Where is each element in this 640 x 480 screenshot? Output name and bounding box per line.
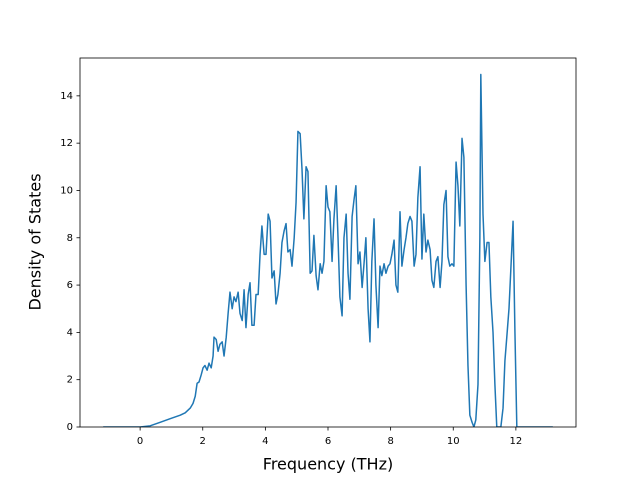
x-tick-label: 10 <box>447 436 460 447</box>
y-tick-label: 14 <box>60 91 73 102</box>
x-tick-label: 6 <box>325 436 331 447</box>
y-tick-label: 0 <box>67 422 73 433</box>
plot-frame <box>79 57 577 428</box>
y-tick-label: 10 <box>60 185 73 196</box>
y-tick-label: 12 <box>60 138 73 149</box>
dos-line <box>103 73 553 427</box>
y-axis-label: Density of States <box>26 173 45 310</box>
x-tick-label: 8 <box>387 436 393 447</box>
y-tick-label: 6 <box>67 280 73 291</box>
y-tick-label: 2 <box>67 375 73 386</box>
x-tick-label: 2 <box>200 436 206 447</box>
x-tick-label: 4 <box>262 436 268 447</box>
x-tick-label: 0 <box>137 436 143 447</box>
x-tick-label: 12 <box>510 436 523 447</box>
y-tick-label: 4 <box>67 327 73 338</box>
y-tick-label: 8 <box>67 233 73 244</box>
x-axis-label: Frequency (THz) <box>263 455 393 474</box>
